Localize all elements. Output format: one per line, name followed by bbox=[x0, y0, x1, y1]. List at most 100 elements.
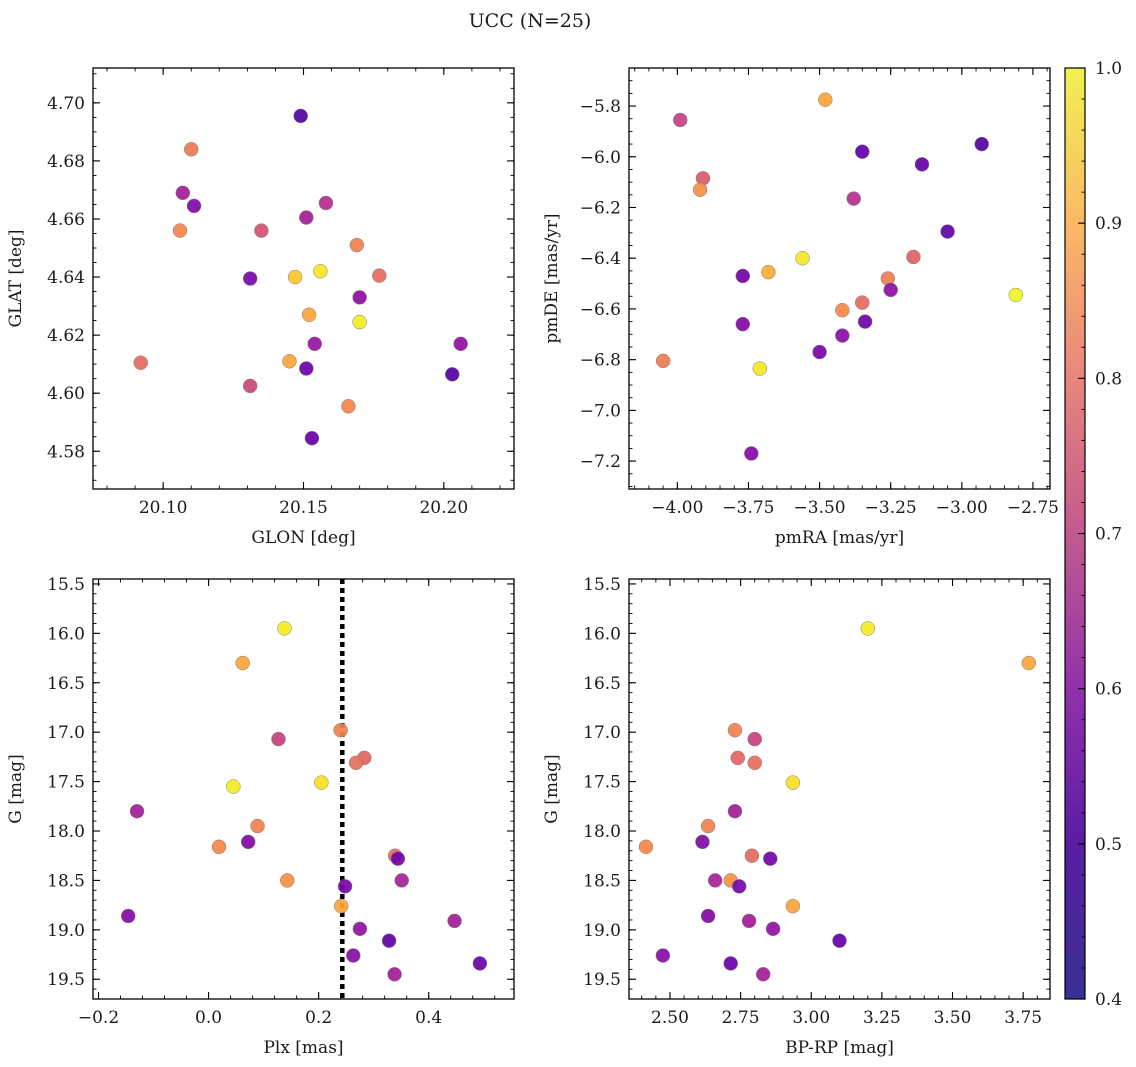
scatter-point bbox=[307, 336, 322, 352]
scatter-point bbox=[235, 655, 250, 671]
scatter-point bbox=[700, 908, 716, 924]
scatter-point bbox=[271, 731, 286, 747]
scatter-point bbox=[129, 803, 145, 819]
scatter-point bbox=[883, 282, 898, 298]
y-tick-label: 16.0 bbox=[583, 624, 621, 644]
scatter-point bbox=[183, 142, 199, 157]
scatter-point bbox=[381, 933, 397, 948]
scatter-point bbox=[727, 803, 743, 819]
scatter-point bbox=[638, 839, 654, 855]
scatter-point bbox=[352, 290, 367, 305]
x-tick-label: −2.75 bbox=[1007, 498, 1059, 518]
colorbar-tick-label: 0.8 bbox=[1095, 369, 1122, 389]
y-tick-label: 4.62 bbox=[47, 326, 85, 346]
x-tick-label: 2.75 bbox=[722, 1008, 760, 1028]
scatter-point bbox=[857, 314, 873, 329]
y-tick-label: 17.5 bbox=[583, 773, 621, 793]
x-tick-label: 20.20 bbox=[419, 498, 468, 518]
y-tick-label: 16.0 bbox=[47, 624, 85, 644]
scatter-point bbox=[120, 908, 136, 924]
y-tick-label: −6.4 bbox=[580, 249, 621, 269]
scatter-point bbox=[394, 873, 409, 888]
scatter-point bbox=[242, 378, 258, 394]
scatter-point bbox=[293, 108, 308, 124]
y-axis-label: GLAT [deg] bbox=[6, 229, 26, 327]
scatter-point bbox=[795, 250, 810, 266]
y-tick-label: 4.58 bbox=[47, 442, 85, 462]
y-tick-label: 19.0 bbox=[47, 921, 85, 941]
scatter-point bbox=[723, 956, 738, 971]
y-tick-label: 19.5 bbox=[47, 970, 85, 990]
x-tick-label: 3.50 bbox=[934, 1008, 972, 1028]
scatter-point bbox=[785, 898, 801, 914]
scatter-point bbox=[337, 879, 353, 894]
scatter-point bbox=[282, 353, 297, 369]
y-tick-label: −6.8 bbox=[580, 351, 621, 371]
y-tick-label: −7.2 bbox=[580, 452, 621, 472]
scatter-point bbox=[447, 913, 462, 929]
scatter-point bbox=[832, 933, 847, 948]
scatter-point bbox=[211, 839, 227, 855]
scatter-point bbox=[700, 818, 716, 834]
x-axis-label: BP-RP [mag] bbox=[785, 1038, 894, 1058]
y-tick-label: 19.5 bbox=[583, 970, 621, 990]
scatter-point bbox=[277, 621, 292, 636]
colorbar-tick-label: 0.6 bbox=[1095, 680, 1122, 700]
scatter-point bbox=[390, 851, 406, 866]
y-tick-label: 4.68 bbox=[47, 152, 85, 172]
y-tick-label: −6.2 bbox=[580, 198, 621, 218]
scatter-point bbox=[765, 921, 781, 937]
y-tick-label: 18.5 bbox=[583, 871, 621, 891]
y-tick-label: 17.0 bbox=[47, 723, 85, 743]
y-tick-label: 15.5 bbox=[47, 575, 85, 595]
scatter-point bbox=[914, 157, 930, 172]
panel-pmra-pmde: −4.00 −3.75 −3.50 −3.25 −3.00 −2.75 −7.2 −7.0 −6… bbox=[542, 67, 1059, 548]
x-tick-label: −3.50 bbox=[794, 498, 846, 518]
colorbar-tick-label: 1.0 bbox=[1095, 59, 1122, 79]
x-tick-label: 3.25 bbox=[863, 1008, 901, 1028]
scatter-point bbox=[314, 775, 329, 790]
x-tick-label: −3.00 bbox=[936, 498, 988, 518]
scatter-point bbox=[855, 144, 870, 159]
x-axis-label: Plx [mas] bbox=[263, 1038, 343, 1058]
scatter-point bbox=[735, 316, 751, 332]
x-tick-label: 0.2 bbox=[305, 1008, 332, 1028]
y-tick-label: 16.5 bbox=[47, 674, 85, 694]
scatter-point bbox=[287, 269, 303, 285]
scatter-point bbox=[240, 834, 256, 850]
panel-bprp-g: 2.50 2.75 3.00 3.25 3.50 3.75 15.5 16.0 16.5 17.0… bbox=[542, 575, 1051, 1058]
scatter-point bbox=[812, 344, 827, 360]
scatter-point bbox=[818, 92, 833, 107]
y-tick-label: 18.0 bbox=[583, 822, 621, 842]
y-tick-label: −5.8 bbox=[580, 97, 621, 117]
scatter-point bbox=[835, 328, 850, 343]
scatter-point bbox=[1008, 287, 1024, 303]
scatter-point bbox=[333, 722, 348, 738]
scatter-point bbox=[372, 268, 387, 283]
scatter-point bbox=[655, 353, 671, 369]
x-tick-label: 0.0 bbox=[195, 1008, 222, 1028]
scatter-point bbox=[940, 224, 955, 239]
panel-glon-glat: 20.10 20.15 20.20 4.58 4.60 4.62 4.64 4.66 4.68 4… bbox=[6, 67, 515, 548]
y-tick-label: −6.6 bbox=[580, 300, 621, 320]
scatter-point bbox=[752, 361, 768, 376]
y-axis-label: G [mag] bbox=[542, 754, 562, 823]
scatter-point bbox=[387, 967, 402, 982]
y-tick-label: 19.0 bbox=[583, 921, 621, 941]
scatter-point bbox=[695, 834, 710, 850]
scatter-point bbox=[304, 430, 320, 446]
scatter-point bbox=[445, 367, 460, 382]
x-tick-label: 2.50 bbox=[651, 1008, 689, 1028]
plot-frame bbox=[628, 67, 1051, 490]
scatter-point bbox=[186, 198, 202, 214]
scatter-point bbox=[333, 898, 349, 914]
scatter-point bbox=[453, 336, 468, 352]
scatter-point bbox=[731, 879, 747, 894]
y-axis-label: pmDE [mas/yr] bbox=[542, 213, 562, 343]
x-tick-label: 3.75 bbox=[1004, 1008, 1042, 1028]
scatter-point bbox=[744, 446, 759, 461]
scatter-point bbox=[299, 361, 314, 376]
colorbar-tick-label: 0.7 bbox=[1095, 525, 1122, 545]
scatter-point bbox=[744, 848, 760, 863]
